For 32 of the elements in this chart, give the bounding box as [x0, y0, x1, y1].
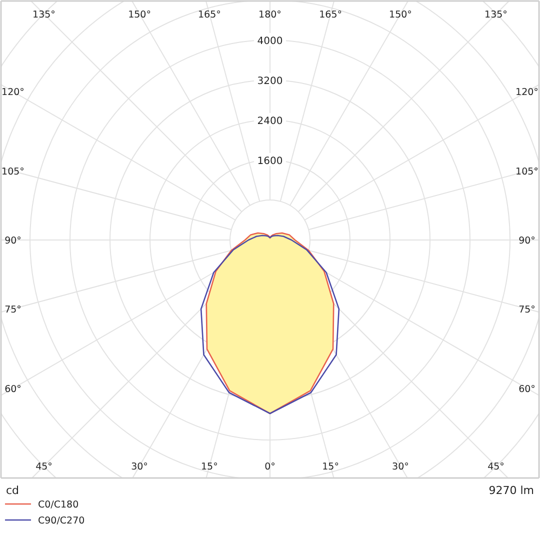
spoke-label: 45°	[36, 462, 52, 472]
spoke-label: 105°	[516, 166, 538, 178]
spoke-label: 165°	[198, 10, 221, 20]
y-tick-label: 1600	[257, 156, 283, 167]
spoke-label: 165°	[319, 10, 342, 20]
text: cd	[6, 484, 20, 497]
legend-label: C0/C180	[38, 500, 79, 510]
spoke-label: 105°	[2, 166, 24, 178]
spoke-label: 120°	[2, 87, 24, 98]
spoke-label: 60°	[518, 384, 536, 395]
spoke-label: 135°	[484, 10, 508, 20]
spoke-label: 150°	[128, 10, 151, 20]
legend-label: C90/C270	[38, 516, 85, 526]
spoke-label: 90°	[4, 236, 22, 246]
spoke-label: 75°	[518, 304, 536, 316]
y-tick-label: 4000	[257, 36, 283, 47]
spoke-label: 75°	[4, 304, 22, 316]
spoke-label: 30°	[131, 462, 148, 472]
spoke-label: 180°	[258, 10, 282, 20]
spoke-label: 60°	[4, 384, 22, 395]
spoke-label: 0°	[264, 462, 276, 472]
spoke-label: 30°	[392, 462, 409, 472]
spoke-label: 90°	[518, 236, 536, 246]
spoke-label: 45°	[488, 462, 504, 472]
spoke-label: 120°	[516, 87, 538, 98]
spoke-label: 15°	[201, 462, 218, 472]
spoke-label: 150°	[389, 10, 412, 20]
y-tick-label: 2400	[257, 116, 283, 127]
y-tick-label: 3200	[257, 76, 283, 87]
spoke-label: 15°	[322, 462, 339, 472]
text: 9270 lm	[488, 484, 534, 497]
spoke-label: 135°	[32, 10, 56, 20]
